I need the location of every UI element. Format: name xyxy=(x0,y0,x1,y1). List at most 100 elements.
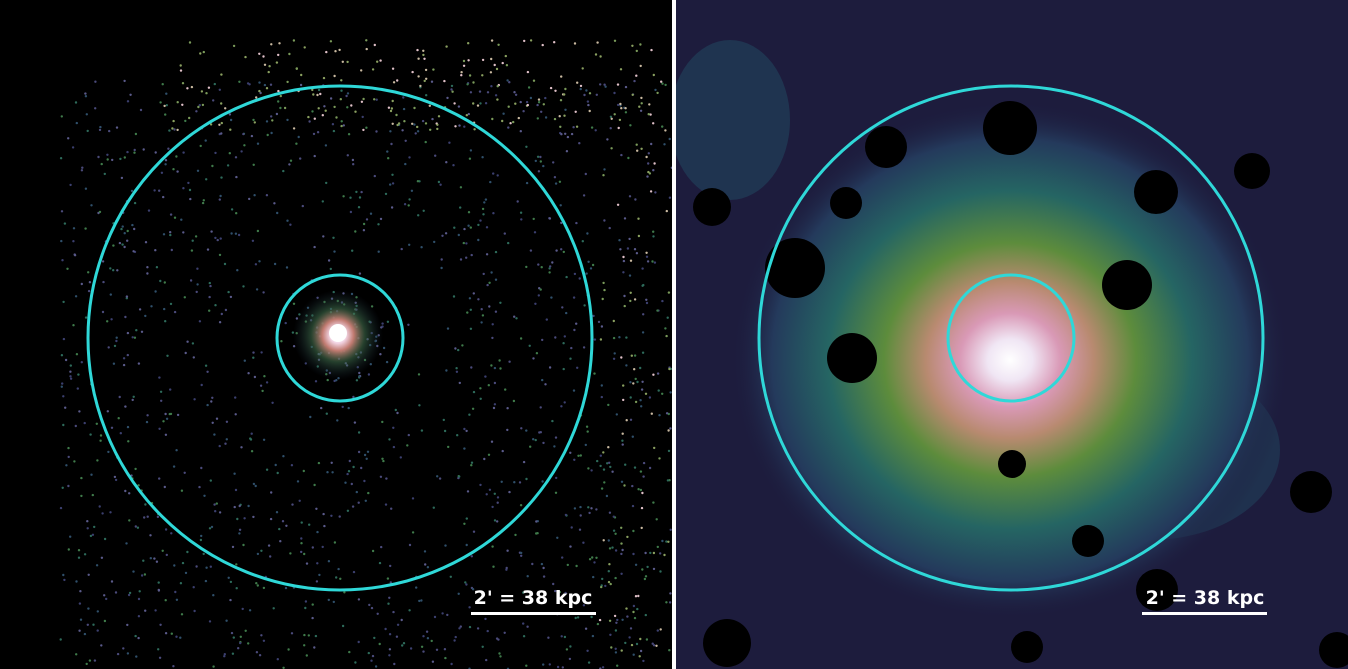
dot xyxy=(87,624,89,626)
dot xyxy=(96,459,98,461)
dot xyxy=(603,219,605,221)
dot xyxy=(209,527,211,529)
dot xyxy=(213,503,215,505)
dot xyxy=(219,198,221,200)
dot xyxy=(235,212,237,214)
dot xyxy=(555,249,557,251)
dot xyxy=(192,240,194,242)
dot xyxy=(258,81,260,83)
dot xyxy=(573,389,575,391)
dot xyxy=(135,655,137,657)
dot xyxy=(266,381,268,383)
dot xyxy=(466,544,468,546)
dot xyxy=(494,64,496,66)
dot xyxy=(84,633,86,635)
dot xyxy=(644,578,646,580)
dot xyxy=(266,194,268,196)
dot xyxy=(620,356,622,358)
dot xyxy=(655,645,657,647)
dot xyxy=(81,283,83,285)
dot xyxy=(307,116,309,118)
dot xyxy=(290,160,292,162)
dot xyxy=(492,212,494,214)
dot xyxy=(477,627,479,629)
dot xyxy=(358,641,360,643)
dot xyxy=(599,55,601,57)
dot xyxy=(634,248,636,250)
dot xyxy=(479,90,481,92)
dot xyxy=(212,594,214,596)
dot xyxy=(554,176,556,178)
dot xyxy=(205,139,207,141)
dot xyxy=(583,194,585,196)
dot xyxy=(629,195,631,197)
dot xyxy=(520,552,522,554)
dot xyxy=(252,119,254,121)
dot xyxy=(248,198,250,200)
dot xyxy=(652,501,654,503)
dot xyxy=(507,126,509,128)
core xyxy=(329,324,347,342)
dot xyxy=(392,123,394,125)
dot xyxy=(515,94,517,96)
dot xyxy=(509,122,511,124)
dot xyxy=(333,130,335,132)
dot xyxy=(318,462,320,464)
dot xyxy=(542,165,544,167)
dot xyxy=(245,630,247,632)
dot xyxy=(243,144,245,146)
dot xyxy=(646,638,648,640)
dot xyxy=(457,349,459,351)
dot xyxy=(206,371,208,373)
dot xyxy=(514,103,516,105)
dot xyxy=(441,612,443,614)
dot xyxy=(240,446,242,448)
dot xyxy=(629,381,631,383)
dot xyxy=(348,133,350,135)
dot xyxy=(484,375,486,377)
dot xyxy=(231,208,233,210)
dot xyxy=(650,49,652,51)
dot xyxy=(444,430,446,432)
dot xyxy=(349,460,351,462)
dot xyxy=(85,316,87,318)
dot xyxy=(180,219,182,221)
dot xyxy=(171,249,173,251)
dot xyxy=(242,608,244,610)
dot xyxy=(144,573,146,575)
dot xyxy=(477,224,479,226)
dot xyxy=(389,633,391,635)
dot xyxy=(408,156,410,158)
dot xyxy=(110,318,112,320)
dot xyxy=(418,373,420,375)
dot xyxy=(565,312,567,314)
dot xyxy=(657,629,659,631)
dot xyxy=(107,410,109,412)
dot xyxy=(463,228,465,230)
dot xyxy=(477,298,479,300)
dot xyxy=(535,520,537,522)
dot xyxy=(587,467,589,469)
dot xyxy=(227,164,229,166)
dot xyxy=(488,384,490,386)
dot xyxy=(174,591,176,593)
dot xyxy=(549,663,551,665)
dot xyxy=(632,611,634,613)
dot xyxy=(210,230,212,232)
dot xyxy=(335,116,337,118)
dot xyxy=(574,42,576,44)
dot xyxy=(356,491,358,493)
dot xyxy=(205,567,207,569)
dot xyxy=(422,50,424,52)
dot xyxy=(583,346,585,348)
dot xyxy=(466,114,468,116)
dot xyxy=(69,375,71,377)
dot xyxy=(481,308,483,310)
dot xyxy=(448,142,450,144)
dot xyxy=(669,601,671,603)
dot xyxy=(579,506,581,508)
dot xyxy=(542,44,544,46)
dot xyxy=(656,92,658,94)
dot xyxy=(124,405,126,407)
dot xyxy=(453,227,455,229)
